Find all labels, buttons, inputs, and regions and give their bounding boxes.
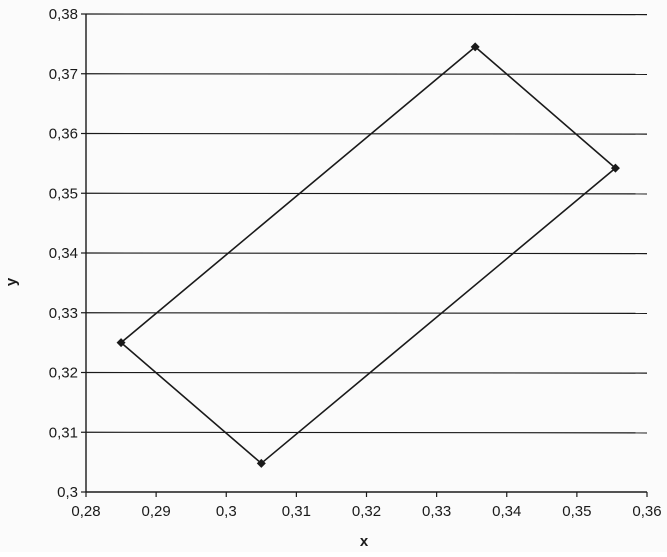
series [116, 42, 620, 468]
x-tick-label: 0,32 [352, 503, 381, 520]
y-tick-label: 0,36 [49, 126, 78, 143]
gridline-y [85, 73, 648, 75]
tick-labels: 0,3 0,31 0,32 0,33 0,34 0,35 0,36 0,37 0,38 0,28 0… [49, 6, 662, 520]
x-tick-label: 0,34 [492, 503, 521, 520]
y-tick-label: 0,37 [49, 66, 78, 83]
axes [81, 13, 648, 497]
y-tick-label: 0,3 [57, 484, 78, 501]
gridline-y [85, 371, 648, 374]
x-tick-label: 0,35 [562, 503, 591, 520]
x-tick-label: 0,36 [632, 503, 661, 520]
x-axis-title: x [360, 533, 369, 550]
gridline-y [85, 192, 648, 195]
gridline-y [85, 13, 648, 16]
data-point-marker [116, 338, 126, 348]
gridline-y [85, 431, 648, 434]
data-point-marker [256, 458, 266, 468]
data-point-marker [610, 163, 620, 173]
y-tick-label: 0,35 [49, 185, 78, 202]
series-line-segment [120, 341, 263, 465]
gridline-y [85, 312, 648, 314]
series-line-segment [474, 46, 617, 169]
x-tick-label: 0,28 [71, 503, 100, 520]
y-tick-label: 0,32 [49, 365, 78, 382]
data-point-marker [470, 42, 480, 52]
y-tick-label: 0,34 [49, 245, 78, 262]
y-axis-title: y [3, 277, 20, 286]
x-tick-label: 0,29 [142, 503, 171, 520]
x-tick-label: 0,31 [282, 503, 311, 520]
series-line-segment [120, 46, 476, 344]
y-tick-label: 0,38 [49, 6, 78, 23]
y-tick-label: 0,31 [49, 424, 78, 441]
gridline-y [85, 252, 648, 255]
x-tick-label: 0,3 [216, 503, 237, 520]
gridline-y [85, 132, 648, 135]
series-line-segment [260, 167, 617, 465]
grid-lines [85, 13, 648, 434]
x-tick-label: 0,33 [422, 503, 451, 520]
y-tick-label: 0,33 [49, 305, 78, 322]
